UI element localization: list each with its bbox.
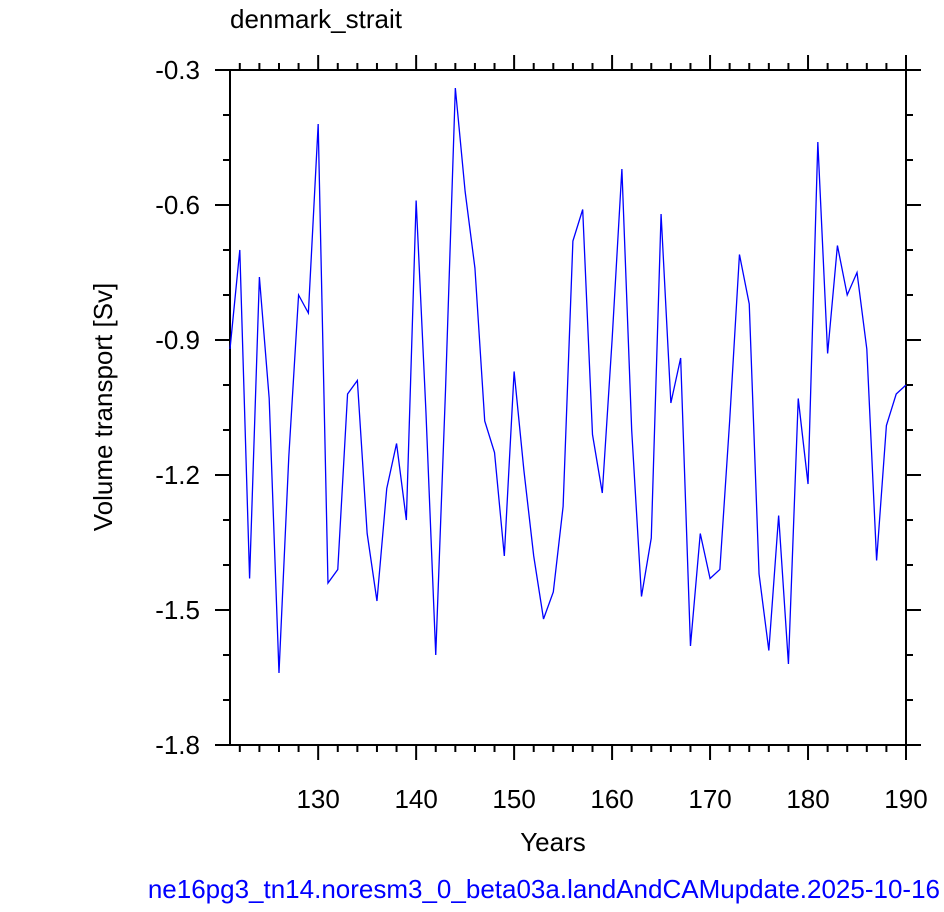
x-tick-label: 140 [394,784,437,814]
y-tick-label: -0.6 [155,190,200,220]
footer: ne16pg3_tn14.noresm3_0_beta03a.landAndCA… [148,874,940,904]
y-tick-label: -0.9 [155,325,200,355]
y-tick-label: -1.5 [155,595,200,625]
y-tick-label: -0.3 [155,55,200,85]
x-tick-label: 170 [688,784,731,814]
x-tick-label: 180 [786,784,829,814]
chart-title: denmark_strait [230,4,403,34]
x-tick-label: 160 [590,784,633,814]
x-tick-label: 150 [492,784,535,814]
x-tick-label: 130 [296,784,339,814]
x-axis-label: Years [520,827,586,857]
y-tick-label: -1.8 [155,730,200,760]
plot-frame [229,69,907,746]
y-tick-label: -1.2 [155,460,200,490]
x-tick-label: 190 [884,784,927,814]
y-axis-label: Volume transport [Sv] [88,283,118,532]
data-line [229,87,907,674]
